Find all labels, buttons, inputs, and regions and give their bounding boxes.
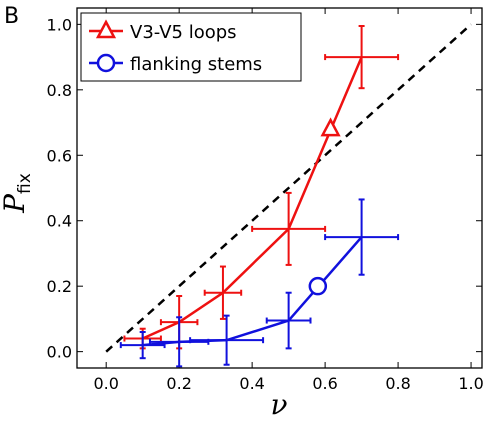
y-axis-label-main: P (0, 193, 31, 214)
legend: V3-V5 loops flanking stems (80, 12, 302, 82)
legend-label-v3v5: V3-V5 loops (130, 22, 237, 43)
reference-line-group (105, 23, 472, 353)
y-tick-label: 1.0 (47, 15, 72, 34)
plot-frame (76, 7, 483, 369)
x-tick-label: 0.6 (312, 374, 337, 393)
reference-line (105, 23, 472, 353)
x-tick-label: 1.0 (458, 374, 483, 393)
x-tick-label: 0.8 (385, 374, 410, 393)
y-tick-label: 0.0 (47, 343, 72, 362)
series-line (142, 236, 363, 347)
panel-label: B (4, 4, 19, 29)
legend-box (80, 12, 302, 82)
y-tick-label: 0.2 (47, 277, 72, 296)
legend-label-flanking: flanking stems (130, 54, 262, 75)
triangle-marker-icon (95, 19, 117, 39)
series-group (119, 25, 400, 368)
y-axis-label: Pfix (0, 173, 35, 214)
x-tick-label: 0.2 (166, 374, 191, 393)
x-tick-label: 0.4 (239, 374, 264, 393)
series-flanking-stems (119, 198, 400, 368)
y-axis-label-subscript: fix (15, 173, 35, 194)
x-axis-label: ν (270, 388, 287, 421)
x-tick-label: 0.0 (93, 374, 118, 393)
highlight-triangle-marker (320, 117, 341, 137)
y-tick-label: 0.6 (47, 146, 72, 165)
y-tick-label: 0.4 (47, 212, 72, 231)
series-line (142, 56, 363, 340)
y-tick-label: 0.8 (47, 81, 72, 100)
axis-ticks: 0.0 0.2 0.4 0.6 0.8 1.0 0.0 0.2 0.4 0.6 0.8 1.0 (47, 8, 484, 393)
circle-marker-icon (96, 53, 116, 73)
highlight-circle-marker (308, 276, 328, 296)
